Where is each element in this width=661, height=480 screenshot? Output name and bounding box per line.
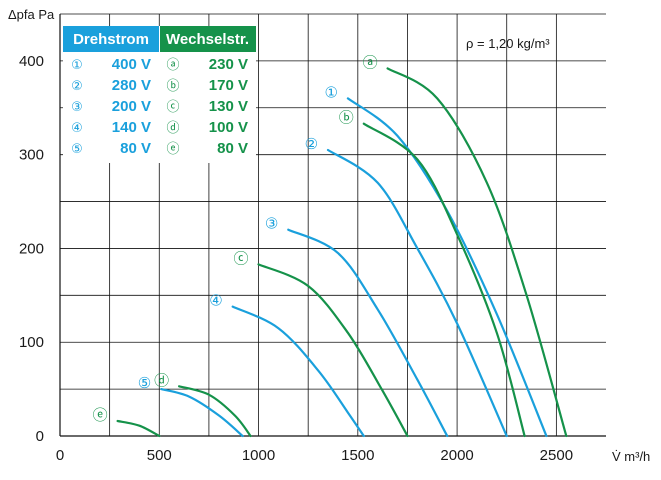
x-tick-label: 1000	[242, 447, 275, 464]
legend-header-wechselstr: Wechselstr.	[166, 31, 249, 48]
legend-drehstrom-value: 140 V	[112, 119, 151, 136]
curve-marker-label: ⑤	[138, 374, 151, 392]
legend-header-drehstrom: Drehstrom	[73, 31, 149, 48]
legend-wechsel-marker: ⓑ	[166, 79, 179, 94]
y-tick-label: 400	[19, 53, 44, 70]
curve-marker-label: ②	[305, 135, 318, 153]
curve-marker-label: ①	[324, 83, 337, 101]
legend-drehstrom-value: 80 V	[120, 140, 151, 157]
legend-wechsel-value: 170 V	[209, 77, 248, 94]
legend-wechsel-marker: ⓐ	[166, 58, 179, 73]
legend-drehstrom-marker: ⑤	[71, 142, 83, 157]
x-tick-label: 2000	[440, 447, 473, 464]
curve-1	[346, 97, 548, 438]
curve-4	[231, 305, 365, 438]
legend: Drehstrom Wechselstr. ① 400 V ⓐ 230 V ② 280 V ⓑ 1…	[63, 26, 256, 163]
legend-drehstrom-marker: ④	[71, 121, 83, 136]
curve-marker-label: ⓑ	[339, 109, 354, 127]
y-tick-label: 200	[19, 240, 44, 257]
legend-wechsel-marker: ⓔ	[166, 142, 179, 157]
y-axis-title: Δpfa Pa	[8, 7, 55, 22]
curve-marker-label: ⓓ	[154, 371, 169, 389]
curve-8	[257, 263, 409, 438]
legend-header-drehstrom-bg	[63, 26, 159, 52]
y-tick-label: 0	[36, 428, 44, 445]
legend-drehstrom-value: 200 V	[112, 98, 151, 115]
curve-marker-label: ④	[209, 292, 222, 310]
curve-marker-label: ⓔ	[93, 406, 108, 424]
x-tick-label: 1500	[341, 447, 374, 464]
curve-marker-label: ⓒ	[234, 249, 249, 267]
curve-2	[326, 148, 508, 438]
legend-drehstrom-marker: ③	[71, 100, 83, 115]
curve-6	[386, 67, 568, 438]
legend-wechsel-value: 80 V	[217, 140, 248, 157]
density-annotation: ρ = 1,20 kg/m³	[466, 36, 550, 51]
curve-3	[287, 228, 449, 438]
legend-drehstrom-value: 400 V	[112, 56, 151, 73]
legend-drehstrom-value: 280 V	[112, 77, 151, 94]
legend-header-wechsel-bg	[160, 26, 256, 52]
curve-9	[178, 385, 252, 438]
curves: ① ② ③ ④ ⑤ ⓐ ⓑ ⓒ ⓓ ⓔ	[93, 53, 568, 438]
curve-7	[362, 122, 526, 438]
tick-labels: 0 500 1000 1500 2000 2500 0 100 200 300 400	[19, 53, 573, 464]
x-tick-label: 0	[56, 447, 64, 464]
legend-drehstrom-marker: ②	[71, 79, 83, 94]
x-axis-title: V̇ m³/h	[612, 449, 650, 464]
legend-drehstrom-marker: ①	[71, 58, 83, 73]
x-tick-label: 500	[147, 447, 172, 464]
curve-10	[116, 419, 161, 438]
curve-marker-label: ③	[265, 215, 278, 233]
y-tick-label: 100	[19, 334, 44, 351]
legend-wechsel-value: 230 V	[209, 56, 248, 73]
legend-wechsel-value: 100 V	[209, 119, 248, 136]
legend-wechsel-marker: ⓓ	[166, 121, 179, 136]
legend-wechsel-marker: ⓒ	[166, 100, 179, 115]
legend-wechsel-value: 130 V	[209, 98, 248, 115]
x-tick-label: 2500	[540, 447, 573, 464]
curve-marker-label: ⓐ	[363, 53, 378, 71]
curve-5	[160, 388, 244, 438]
y-tick-label: 300	[19, 147, 44, 164]
